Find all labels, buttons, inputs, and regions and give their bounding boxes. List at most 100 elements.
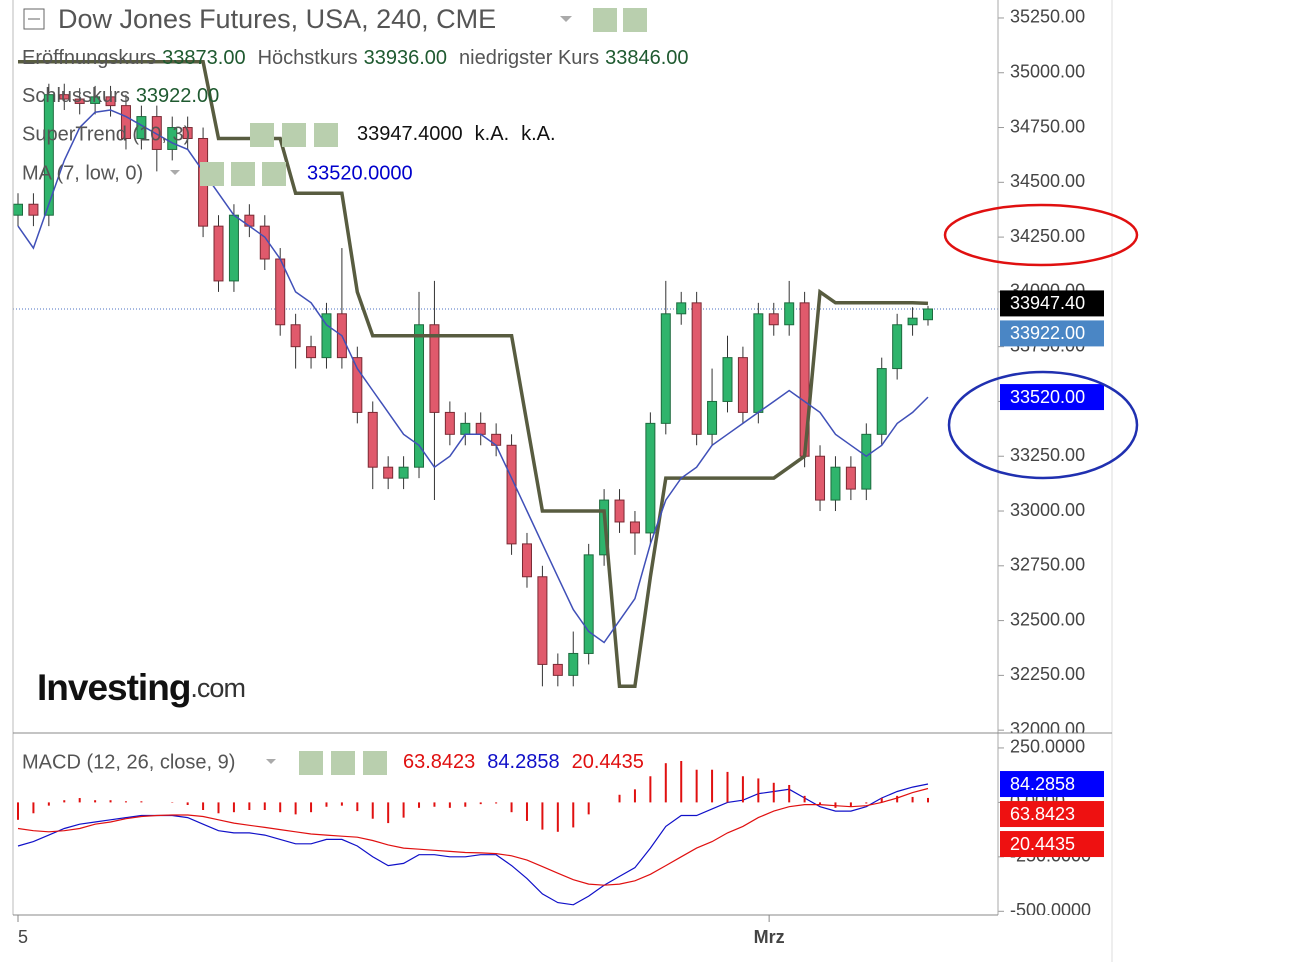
price-label: 33922.00: [1010, 323, 1085, 343]
candle-body: [583, 554, 594, 654]
settings-icon[interactable]: [200, 162, 224, 186]
candle-body: [429, 324, 440, 413]
settings-icon[interactable]: [282, 123, 306, 147]
candle-body: [74, 98, 85, 104]
candle-body: [645, 422, 656, 534]
candle-body: [876, 368, 887, 435]
candle-body: [59, 94, 70, 100]
y-tick-label: 32000.00: [1010, 719, 1085, 739]
candle-body: [228, 214, 239, 282]
price-label-box: [1000, 320, 1104, 347]
candle-body: [784, 302, 795, 326]
candle-body: [90, 96, 101, 104]
indicator-value: k.A.: [521, 123, 555, 145]
candle-body: [552, 663, 563, 676]
info-value: 33922.00: [136, 85, 219, 107]
annotation-ellipse: [943, 203, 1139, 267]
price-label: 33947.40: [1010, 293, 1085, 313]
candle-body: [213, 225, 224, 282]
candle-body: [151, 116, 162, 150]
price-label-box: [1000, 384, 1104, 411]
price-label: 33520.00: [1010, 387, 1085, 407]
info-label: Eröffnungskurs: [22, 47, 156, 69]
candle-body: [306, 346, 317, 359]
candle-body: [521, 543, 532, 578]
candle-body: [383, 466, 394, 479]
close-icon[interactable]: [262, 162, 286, 186]
indicator-line: [17, 787, 929, 886]
candle-body: [707, 400, 718, 435]
settings-icon[interactable]: [231, 162, 255, 186]
info-label: Höchstkurs: [258, 47, 358, 69]
indicator-value: 33947.4000: [357, 123, 463, 145]
settings-icon[interactable]: [331, 751, 355, 775]
info-value: 33936.00: [364, 47, 447, 69]
settings-icon[interactable]: [593, 8, 617, 32]
close-icon[interactable]: [314, 123, 338, 147]
y-tick-label: 32500.00: [1010, 609, 1085, 629]
icon-group: [593, 8, 647, 32]
close-icon[interactable]: [363, 751, 387, 775]
y-tick-label: 34500.00: [1010, 171, 1085, 191]
candle-body: [830, 466, 841, 501]
y-tick-label: 35000.00: [1010, 62, 1085, 82]
price-label: 84.2858: [1010, 774, 1075, 794]
settings-icon[interactable]: [250, 123, 274, 147]
price-label-box: [1000, 831, 1104, 858]
x-tick-label: 5: [18, 927, 28, 947]
indicator-value: 63.8423: [403, 751, 475, 773]
candle-body: [753, 313, 764, 413]
candle-body: [475, 422, 486, 435]
candle-body: [737, 357, 748, 413]
candle-body: [367, 411, 378, 468]
candle-body: [182, 127, 193, 139]
y-tick-label: 32250.00: [1010, 664, 1085, 684]
candle-body: [105, 96, 116, 107]
indicator-value: 84.2858: [487, 751, 559, 773]
indicator-line: [17, 109, 929, 644]
candle-body: [629, 521, 640, 534]
y-tick-label: 34750.00: [1010, 116, 1085, 136]
settings-icon[interactable]: [623, 8, 647, 32]
candle-body: [275, 258, 286, 326]
price-label: 20.4435: [1010, 834, 1075, 854]
indicator-name: MACD (12, 26, close, 9): [22, 751, 235, 773]
dropdown-icon[interactable]: [170, 170, 180, 175]
candle-body: [43, 94, 54, 216]
candle-body: [815, 455, 826, 501]
logo: Investing.com: [37, 667, 245, 708]
chart-title: Dow Jones Futures, USA, 240, CME: [58, 4, 496, 34]
ohlc-info: Schlusskurs 33922.00: [22, 85, 219, 107]
indicator-name: SuperTrend (10, 3): [22, 123, 190, 145]
info-label: niedrigster Kurs: [459, 47, 599, 69]
logo-suffix: .com: [190, 673, 245, 703]
candle-body: [460, 422, 471, 435]
info-value: 33873.00: [162, 47, 245, 69]
candle-body: [676, 302, 687, 315]
candle-body: [167, 127, 178, 150]
candle-body: [691, 302, 702, 435]
candle-body: [768, 313, 779, 326]
candle-body: [660, 313, 671, 424]
candle-body: [907, 317, 918, 326]
candle-body: [398, 466, 409, 479]
indicator-line: [18, 60, 929, 689]
dropdown-icon[interactable]: [266, 759, 276, 764]
candle-body: [923, 308, 933, 321]
settings-icon[interactable]: [299, 751, 323, 775]
annotation-ellipse: [947, 370, 1139, 480]
dropdown-icon[interactable]: [560, 16, 572, 22]
y-tick-label: -500.0000: [1010, 900, 1091, 920]
candle-body: [444, 411, 455, 435]
candle-body: [13, 203, 23, 216]
candle-body: [28, 203, 39, 216]
candle-body: [352, 357, 363, 413]
candle-body: [506, 444, 517, 545]
collapse-icon[interactable]: [23, 8, 45, 30]
y-tick-label: 32750.00: [1010, 555, 1085, 575]
price-label-box: [1000, 290, 1104, 317]
price-label: 63.8423: [1010, 804, 1075, 824]
info-value: 33846.00: [605, 47, 688, 69]
